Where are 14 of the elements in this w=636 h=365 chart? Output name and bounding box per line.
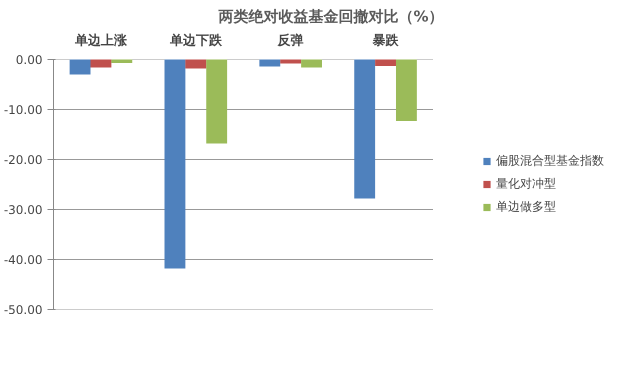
y-tick-label: 0.00 <box>16 53 42 67</box>
x-tick-label: 单边上涨 <box>74 32 128 48</box>
legend-label: 单边做多型 <box>496 198 556 216</box>
x-tick-label: 暴跌 <box>372 34 400 48</box>
y-tick-label: -30.00 <box>4 203 43 217</box>
y-tick-label: -50.00 <box>4 303 43 317</box>
y-tick-label: -10.00 <box>4 103 43 117</box>
chart-title: 两类绝对收益基金回撤对比（%） <box>217 8 444 26</box>
legend-label: 偏股混合型基金指数 <box>496 152 604 170</box>
legend-label: 量化对冲型 <box>496 176 556 192</box>
y-tick-label: -40.00 <box>4 253 43 267</box>
x-tick-label: 单边下跌 <box>168 32 223 48</box>
y-tick-label: -20.00 <box>4 153 43 167</box>
x-tick-label: 反弹 <box>276 32 304 48</box>
